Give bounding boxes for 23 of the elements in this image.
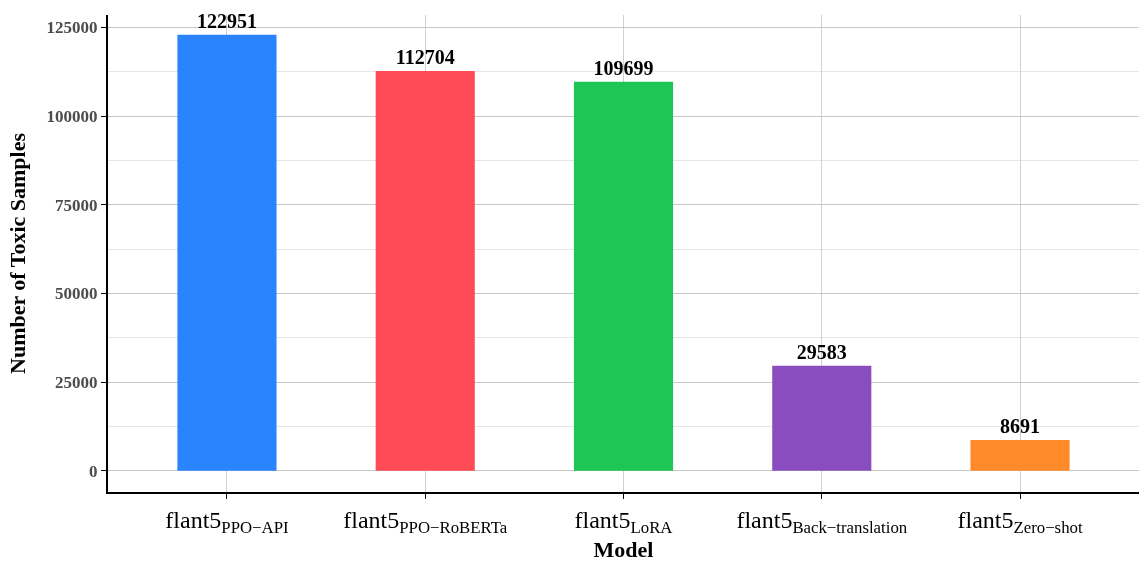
bar	[177, 34, 277, 471]
x-tick-label: flant5$_{LoRA}$	[574, 506, 673, 537]
y-tick-label: 125000	[46, 18, 98, 38]
data-label: 122951	[196, 9, 257, 32]
x-tick-label: flant5$_{Back−translation}$	[736, 506, 908, 537]
y-tick-label: 25000	[55, 373, 98, 393]
y-tick-label: 0	[89, 461, 98, 481]
data-label: 112704	[395, 46, 455, 69]
data-label: 29583	[796, 340, 847, 363]
y-axis-title: Number of Toxic Samples	[4, 132, 30, 375]
x-tick-label: flant5$_{PPO−RoBERTa}$	[343, 506, 508, 537]
y-tick-label: 75000	[55, 195, 98, 215]
x-axis-title: Model	[593, 536, 654, 562]
bar	[573, 81, 674, 471]
x-tick-label: flant5$_{PPO−API}$	[165, 506, 289, 537]
y-tick-label: 100000	[46, 107, 98, 127]
data-label: 109699	[593, 56, 654, 79]
y-tick-label: 50000	[55, 284, 98, 304]
bar	[772, 365, 872, 471]
data-label: 8691	[1000, 414, 1041, 437]
bar	[375, 71, 475, 471]
x-tick-label: flant5$_{Zero−shot}$	[957, 506, 1083, 537]
bar	[970, 439, 1070, 471]
